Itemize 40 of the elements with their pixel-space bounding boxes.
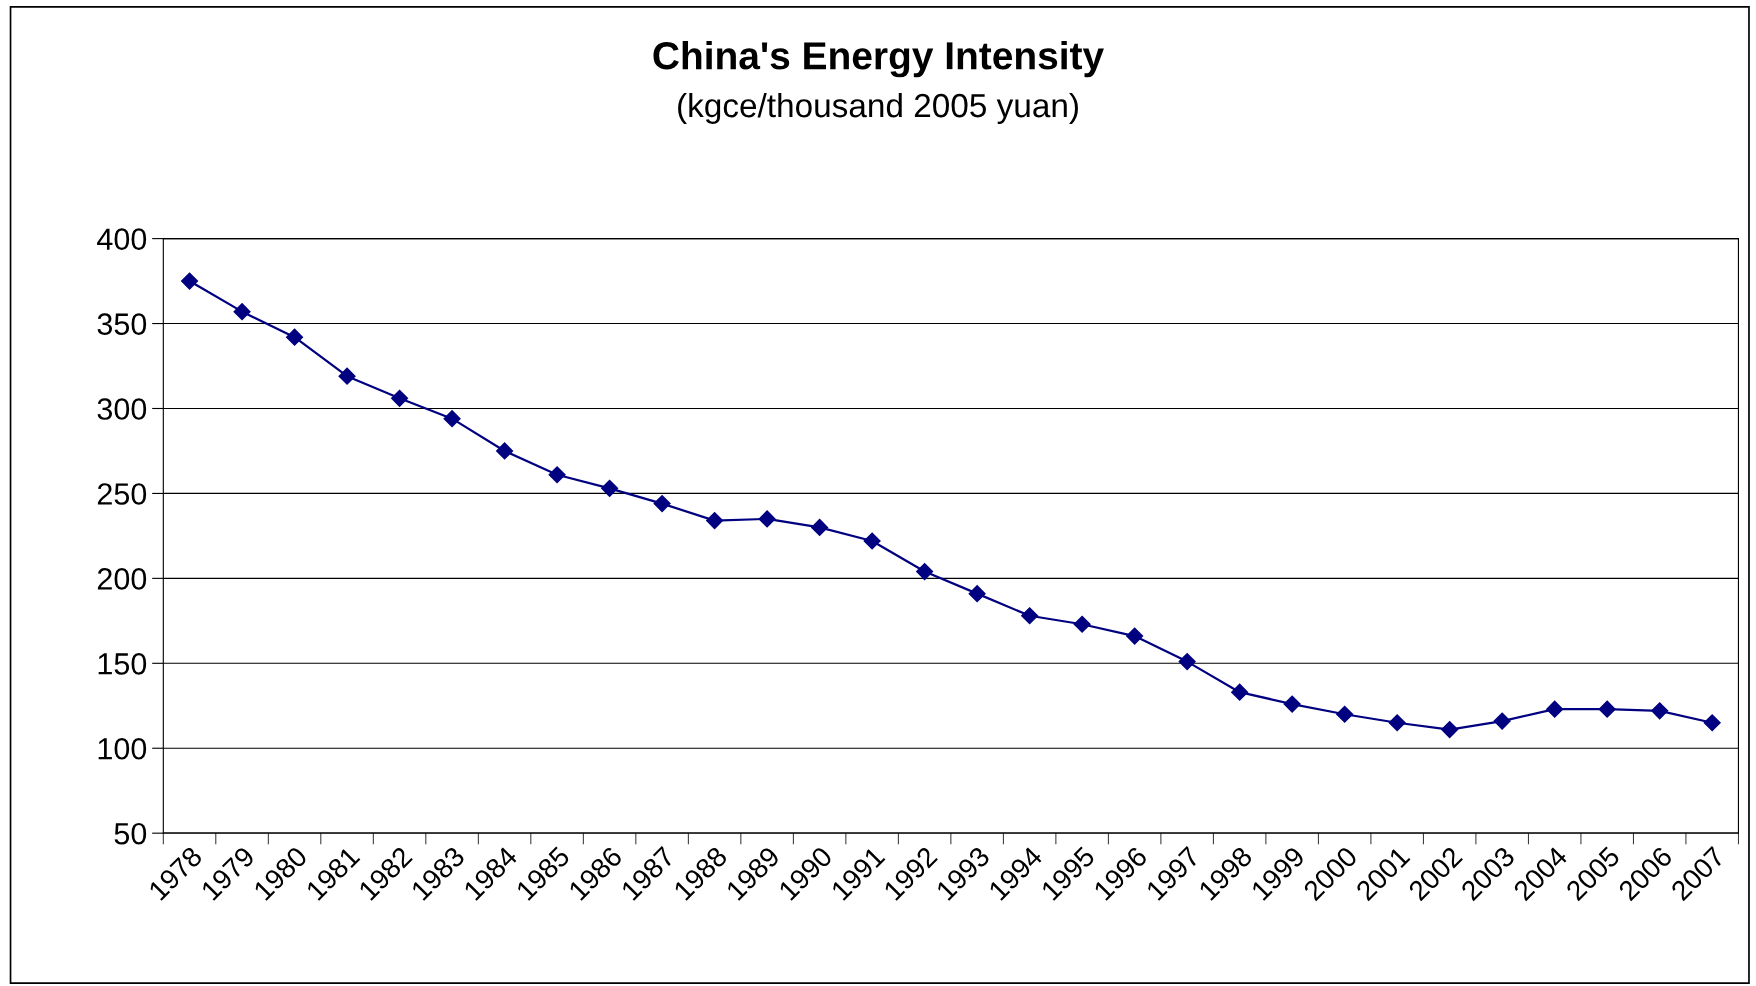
y-tick-label: 300 [97,398,147,420]
point [181,272,199,290]
point [601,479,619,497]
point [286,328,304,346]
y-tick-label: 150 [98,653,147,675]
point [811,518,829,536]
y-tick-label: 350 [97,313,147,335]
point [863,532,881,550]
point [706,512,724,530]
chart-subtitle: (kgce/thousand 2005 yuan) [678,92,1078,124]
point [653,495,671,513]
point [1283,695,1301,713]
point [1651,702,1669,720]
point [1073,615,1091,633]
point [496,442,514,460]
chart-title: China's Energy Intensity [653,40,1104,78]
point [968,585,986,603]
y-tick-label: 250 [97,483,147,505]
point [1336,705,1354,723]
y-tick-label: 100 [98,737,147,760]
point [1546,700,1564,718]
point [443,410,461,428]
point [548,466,566,484]
point [1493,712,1511,730]
point [758,510,776,528]
y-tick-label: 50 [114,822,147,845]
point [1441,720,1459,739]
point [1598,700,1616,718]
point [391,389,409,407]
point [1703,714,1721,732]
point [916,563,934,581]
y-tick-label: 400 [97,228,147,250]
point [1021,607,1039,625]
point [338,367,356,385]
y-tick-label: 200 [97,568,147,590]
point [1178,653,1196,671]
point [233,303,251,321]
point [1231,683,1249,701]
point [1126,627,1144,645]
point [1388,714,1406,732]
